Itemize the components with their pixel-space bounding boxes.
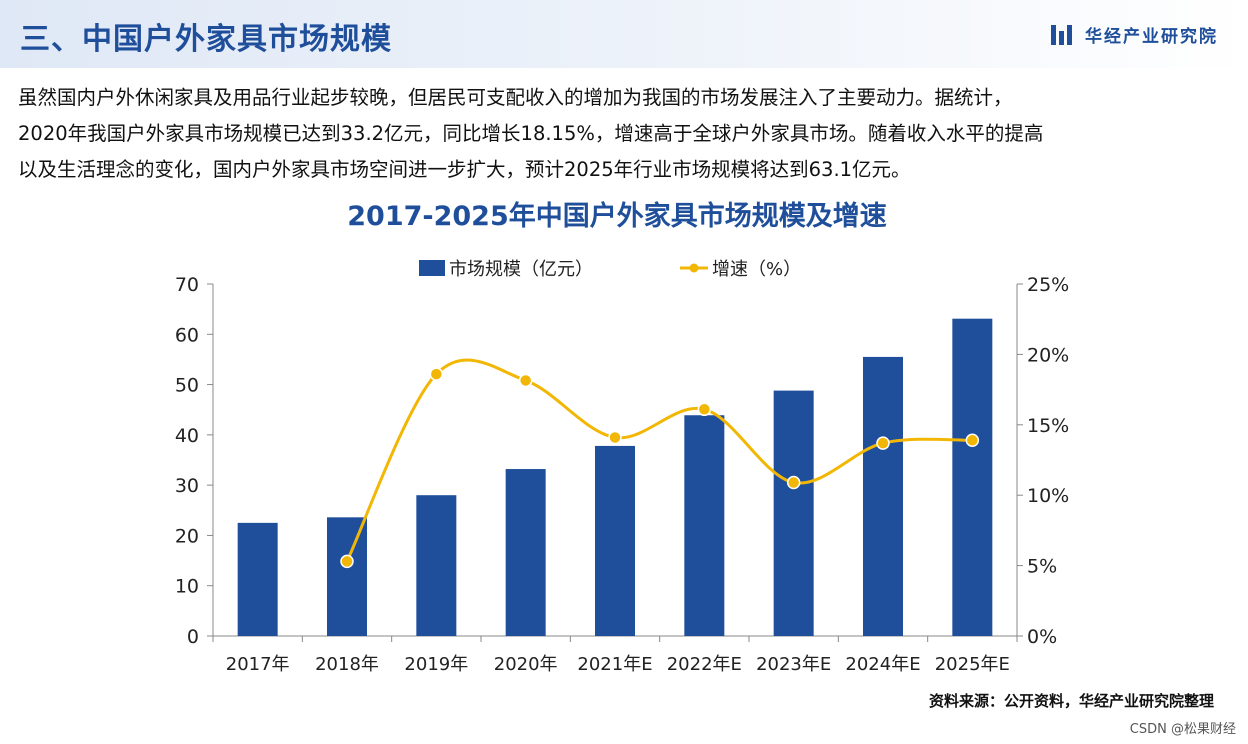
bar [952, 318, 993, 636]
growth-point [340, 554, 354, 569]
legend-line-marker [689, 263, 699, 273]
growth-point [786, 475, 801, 490]
left-tick-label: 50 [175, 375, 199, 397]
right-tick-label: 0% [1027, 626, 1057, 648]
bar [863, 356, 903, 636]
x-tick-label: 2025年E [935, 654, 1010, 675]
header-band [0, 0, 1248, 68]
left-tick-label: 0 [187, 626, 199, 648]
bar [505, 469, 546, 636]
intro-line: 以及生活理念的变化，国内户外家具市场空间进一步扩大，预计2025年行业市场规模将… [18, 158, 911, 181]
left-tick-label: 60 [175, 324, 199, 346]
x-tick-label: 2022年E [667, 654, 742, 675]
right-tick-label: 25% [1027, 274, 1069, 296]
chart-title: 2017-2025年中国户外家具市场规模及增速 [347, 200, 887, 232]
left-tick-label: 20 [175, 525, 199, 547]
bar [237, 522, 278, 636]
x-tick-label: 2021年E [577, 654, 652, 675]
growth-point [429, 367, 444, 381]
growth-point [518, 373, 533, 388]
logo-text: 华经产业研究院 [1085, 27, 1218, 47]
growth-point [965, 433, 980, 448]
intro-paragraph: 虽然国内户外休闲家具及用品行业起步较晚，但居民可支配收入的增加为我国的市场发展注… [18, 80, 1230, 188]
bar [684, 415, 725, 636]
left-tick-label: 30 [175, 475, 199, 497]
x-tick-label: 2018年 [315, 654, 379, 675]
x-tick-label: 2020年 [494, 654, 558, 675]
page-title: 三、中国户外家具市场规模 [20, 22, 392, 57]
credit-note: CSDN @松果财经 [1129, 722, 1236, 737]
bar [327, 517, 367, 636]
growth-point [876, 436, 890, 450]
right-tick-label: 20% [1027, 344, 1069, 366]
logo-bars-icon [1051, 24, 1075, 45]
growth-point [608, 430, 622, 445]
logo: 华经产业研究院 [1051, 22, 1218, 47]
x-tick-label: 2017年 [226, 654, 290, 675]
right-tick-label: 10% [1027, 485, 1069, 507]
intro-line: 虽然国内户外休闲家具及用品行业起步较晚，但居民可支配收入的增加为我国的市场发展注… [18, 86, 1013, 109]
x-tick-label: 2024年E [845, 654, 920, 675]
right-tick-label: 5% [1027, 556, 1057, 578]
legend-bar-label: 市场规模（亿元） [449, 259, 593, 280]
growth-point [697, 402, 712, 417]
right-tick-label: 15% [1027, 415, 1069, 437]
left-tick-label: 10 [175, 576, 199, 598]
left-tick-label: 40 [175, 425, 199, 447]
bar [416, 495, 457, 636]
x-tick-label: 2023年E [756, 654, 831, 675]
bar [595, 445, 635, 636]
legend-bar-swatch [419, 260, 445, 276]
x-tick-label: 2019年 [404, 654, 468, 675]
intro-line: 2020年我国户外家具市场规模已达到33.2亿元，同比增长18.15%，增速高于… [18, 122, 1044, 145]
left-tick-label: 70 [175, 274, 199, 296]
bar [773, 390, 814, 636]
legend-line-label: 增速（%） [712, 259, 801, 280]
source-note: 资料来源：公开资料，华经产业研究院整理 [928, 692, 1214, 710]
